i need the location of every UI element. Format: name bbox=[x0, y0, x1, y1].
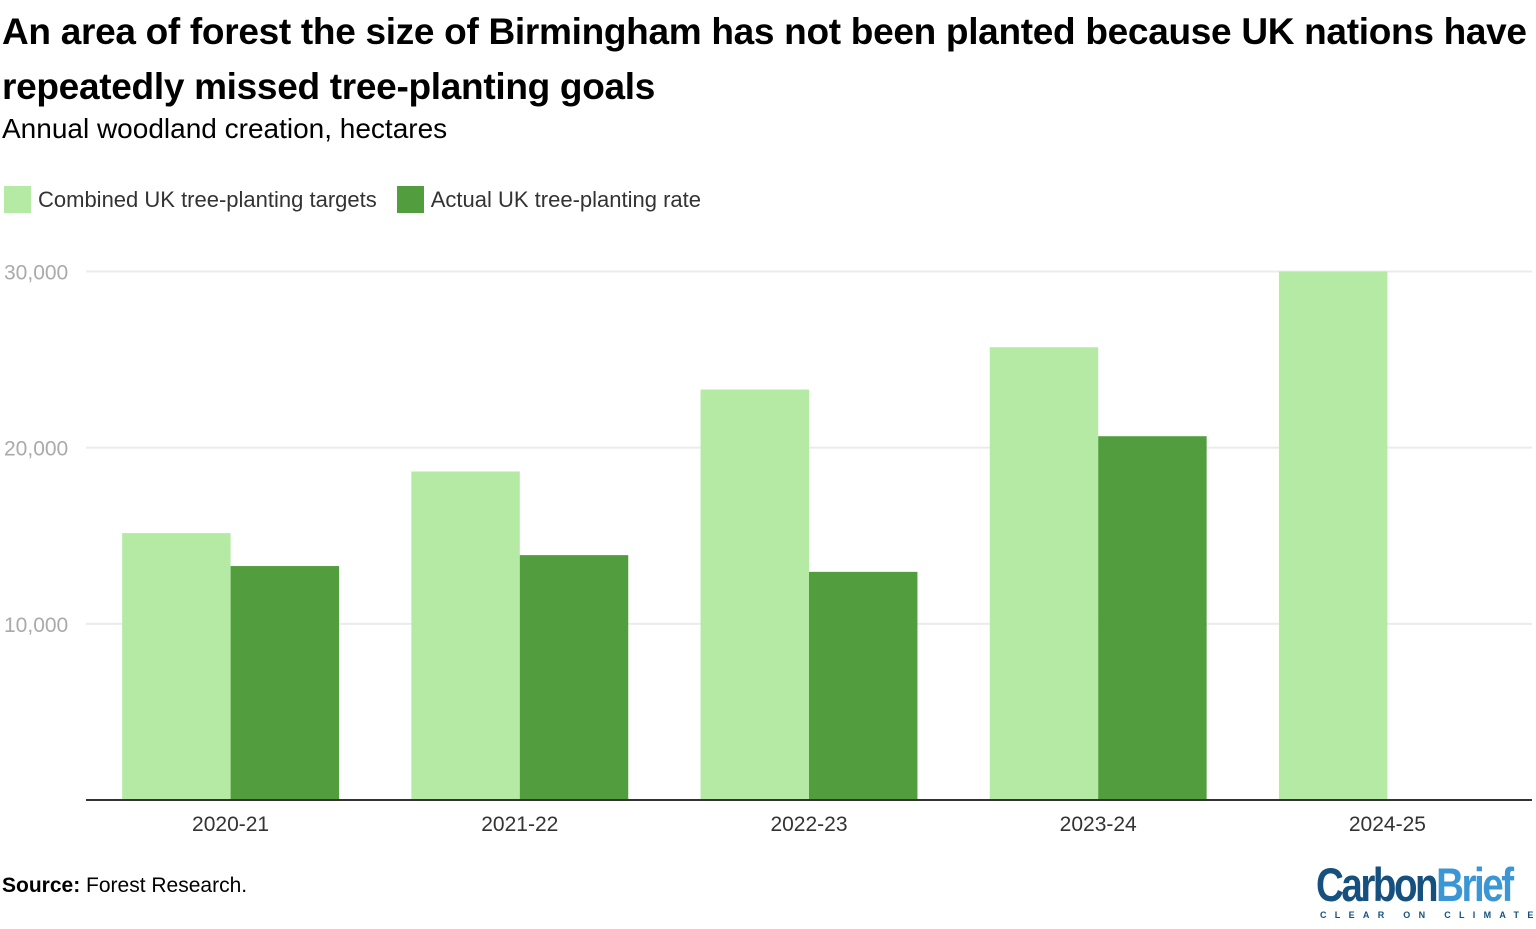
logo-part2: Brief bbox=[1436, 858, 1514, 911]
chart-title: An area of forest the size of Birmingham… bbox=[2, 11, 1527, 107]
source-note: Source: Forest Research. bbox=[2, 874, 247, 898]
source-text: Forest Research. bbox=[80, 874, 248, 897]
logo-part1: Carbon bbox=[1316, 858, 1439, 911]
x-tick-label: 2020-21 bbox=[192, 813, 269, 836]
bar-actual bbox=[230, 566, 340, 800]
legend-item-targets: Combined UK tree-planting targets bbox=[4, 186, 377, 213]
legend-item-actual: Actual UK tree-planting rate bbox=[396, 186, 701, 213]
y-tick-label: 10,000 bbox=[4, 614, 68, 637]
x-tick-label: 2024-25 bbox=[1349, 813, 1426, 836]
x-tick-label: 2023-24 bbox=[1060, 813, 1137, 836]
bar-target bbox=[122, 533, 231, 800]
y-tick-label: 20,000 bbox=[4, 438, 68, 461]
legend: Combined UK tree-planting targets Actual… bbox=[4, 186, 721, 213]
y-tick-label: 30,000 bbox=[4, 262, 68, 285]
legend-label-targets: Combined UK tree-planting targets bbox=[38, 186, 377, 212]
bar-target bbox=[989, 347, 1099, 800]
x-tick-label: 2022-23 bbox=[770, 813, 847, 836]
bar-target bbox=[1278, 271, 1388, 800]
source-label: Source: bbox=[2, 874, 81, 897]
bar-actual bbox=[1098, 436, 1207, 800]
legend-label-actual: Actual UK tree-planting rate bbox=[430, 186, 701, 212]
legend-swatch-actual bbox=[396, 186, 424, 213]
carbon-brief-logo: CarbonBrief CLEAR ON CLIMATE bbox=[1316, 861, 1536, 920]
bar-actual bbox=[519, 555, 629, 800]
logo-tagline: CLEAR ON CLIMATE bbox=[1320, 910, 1536, 920]
bar-target bbox=[411, 471, 520, 800]
chart-subtitle: Annual woodland creation, hectares bbox=[2, 113, 448, 144]
x-tick-label: 2021-22 bbox=[481, 813, 558, 836]
legend-swatch-targets bbox=[4, 186, 31, 213]
bar-target bbox=[700, 389, 809, 800]
bar-actual bbox=[809, 571, 918, 800]
